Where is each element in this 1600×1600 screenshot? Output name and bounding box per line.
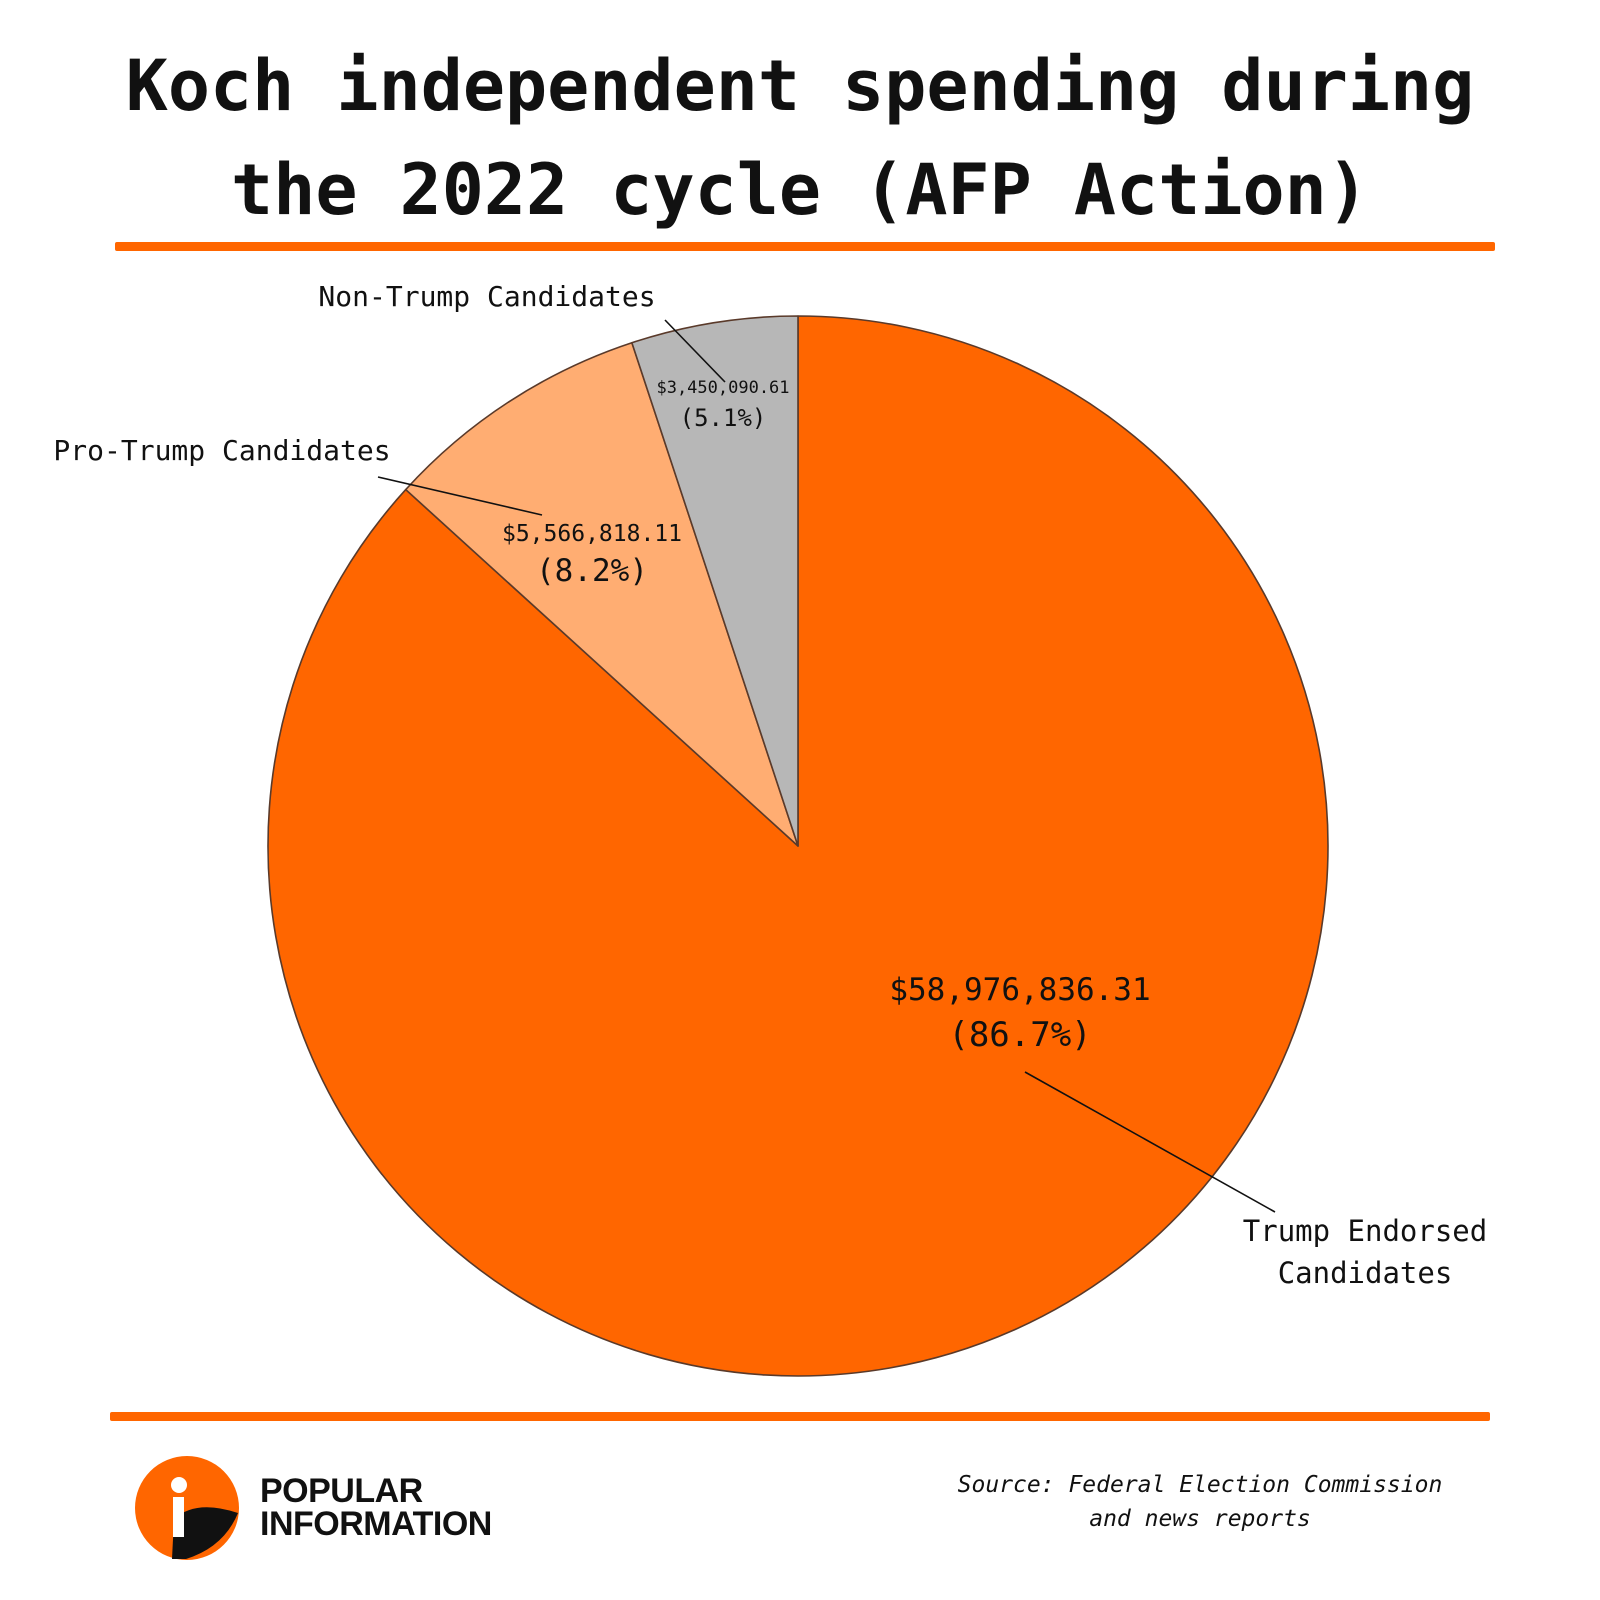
source-line-1: Source: Federal Election Commission (957, 1472, 1443, 1498)
top-divider (115, 242, 1495, 251)
pie-slice-3 (631, 315, 799, 847)
bottom-divider (110, 1412, 1490, 1421)
leader-line-3 (664, 319, 726, 383)
popular-information-logo: POPULAR INFORMATION (134, 1455, 554, 1565)
leader-line-2 (377, 476, 543, 516)
slice-name-label-1-line-2: Candidates (1278, 1256, 1453, 1290)
logo-line-2: INFORMATION (260, 1505, 492, 1543)
source-note: Source: Federal Election Commission and … (920, 1468, 1480, 1536)
slice-name-label-2-line-1: Pro-Trump Candidates (53, 434, 390, 467)
chart-title: Koch independent spending during the 202… (0, 34, 1600, 242)
slice-percent-label-1: (86.7%) (948, 1015, 1091, 1055)
leader-line-1 (1024, 1071, 1276, 1213)
slice-amount-label-3: $3,450,090.61 (656, 378, 789, 398)
title-line-2: the 2022 cycle (AFP Action) (231, 149, 1369, 231)
slice-amount-label-1: $58,976,836.31 (889, 972, 1150, 1008)
source-line-2: and news reports (1089, 1506, 1311, 1532)
slice-amount-label-2: $5,566,818.11 (502, 521, 682, 547)
slice-name-label-3-line-1: Non-Trump Candidates (318, 280, 655, 313)
pie-slice-2 (404, 341, 799, 847)
slice-percent-label-2: (8.2%) (536, 553, 648, 589)
info-i-icon (135, 1456, 239, 1560)
slice-percent-label-3: (5.1%) (680, 404, 767, 432)
logo-line-1: POPULAR (260, 1472, 423, 1510)
slice-name-label-1-line-1: Trump Endorsed (1243, 1214, 1487, 1248)
pie-chart: $58,976,836.31 (86.7%) Trump Endorsed Candi… (53, 280, 1487, 1377)
title-line-1: Koch independent spending during (125, 45, 1475, 127)
logo-wordmark: POPULAR INFORMATION (260, 1472, 492, 1543)
